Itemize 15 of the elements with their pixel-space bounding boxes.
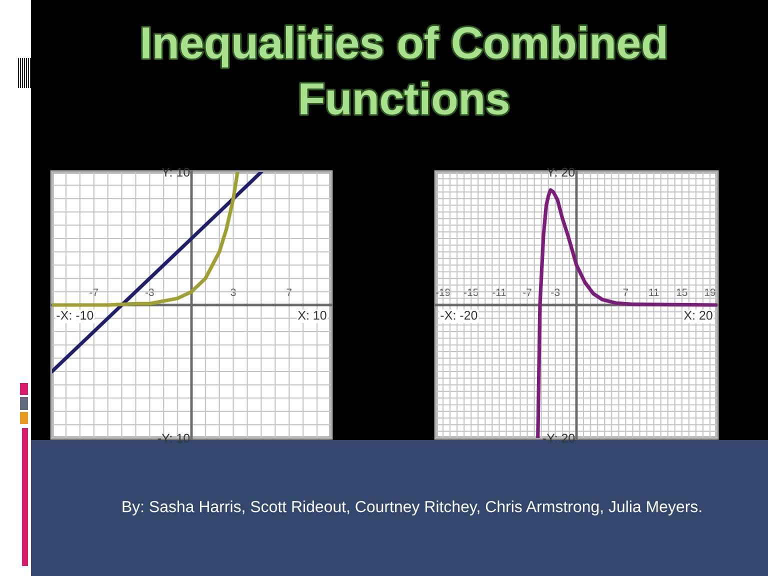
- annotation: X: 20: [684, 310, 712, 320]
- x-tick-label: -3: [145, 288, 154, 296]
- x-tick-label: 11: [649, 288, 659, 296]
- x-tick-label: -7: [90, 288, 98, 296]
- x-tick-label: 7: [286, 288, 292, 296]
- annotation: -X: -10: [56, 310, 94, 320]
- x-tick-label: 7: [623, 288, 628, 296]
- annotation: -X: -20: [440, 310, 478, 320]
- x-tick-label: -11: [492, 288, 506, 296]
- text: By: Sasha Harris, Scott Rideout, Courtney Ritchey, Chris Armstrong, Julia Meyers.: [122, 500, 702, 516]
- chart-title: Inequalities of Combined Functions: [142, 26, 666, 115]
- annotation: X: 10: [298, 310, 326, 320]
- x-tick-label: -3: [551, 288, 560, 296]
- x-tick-label: -7: [523, 288, 532, 296]
- x-tick-label: 19: [704, 288, 716, 296]
